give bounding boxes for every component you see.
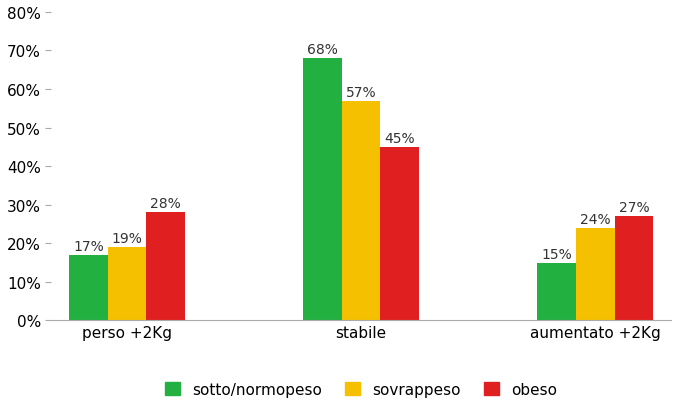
Bar <box>614 217 653 320</box>
Bar <box>576 228 614 320</box>
Text: 45%: 45% <box>384 132 415 145</box>
Bar <box>304 59 342 320</box>
Legend: sotto/normopeso, sovrappeso, obeso: sotto/normopeso, sovrappeso, obeso <box>157 374 565 404</box>
Text: 28%: 28% <box>150 197 181 211</box>
Bar <box>342 101 380 320</box>
Bar <box>380 147 419 320</box>
Text: 57%: 57% <box>346 85 376 100</box>
Text: 24%: 24% <box>580 212 610 226</box>
Text: 19%: 19% <box>111 232 143 246</box>
Bar <box>69 255 108 320</box>
Text: 68%: 68% <box>307 43 338 57</box>
Bar <box>147 213 185 320</box>
Bar <box>538 263 576 320</box>
Text: 27%: 27% <box>619 201 649 215</box>
Text: 15%: 15% <box>541 247 572 261</box>
Bar <box>108 247 147 320</box>
Text: 17%: 17% <box>73 239 104 253</box>
